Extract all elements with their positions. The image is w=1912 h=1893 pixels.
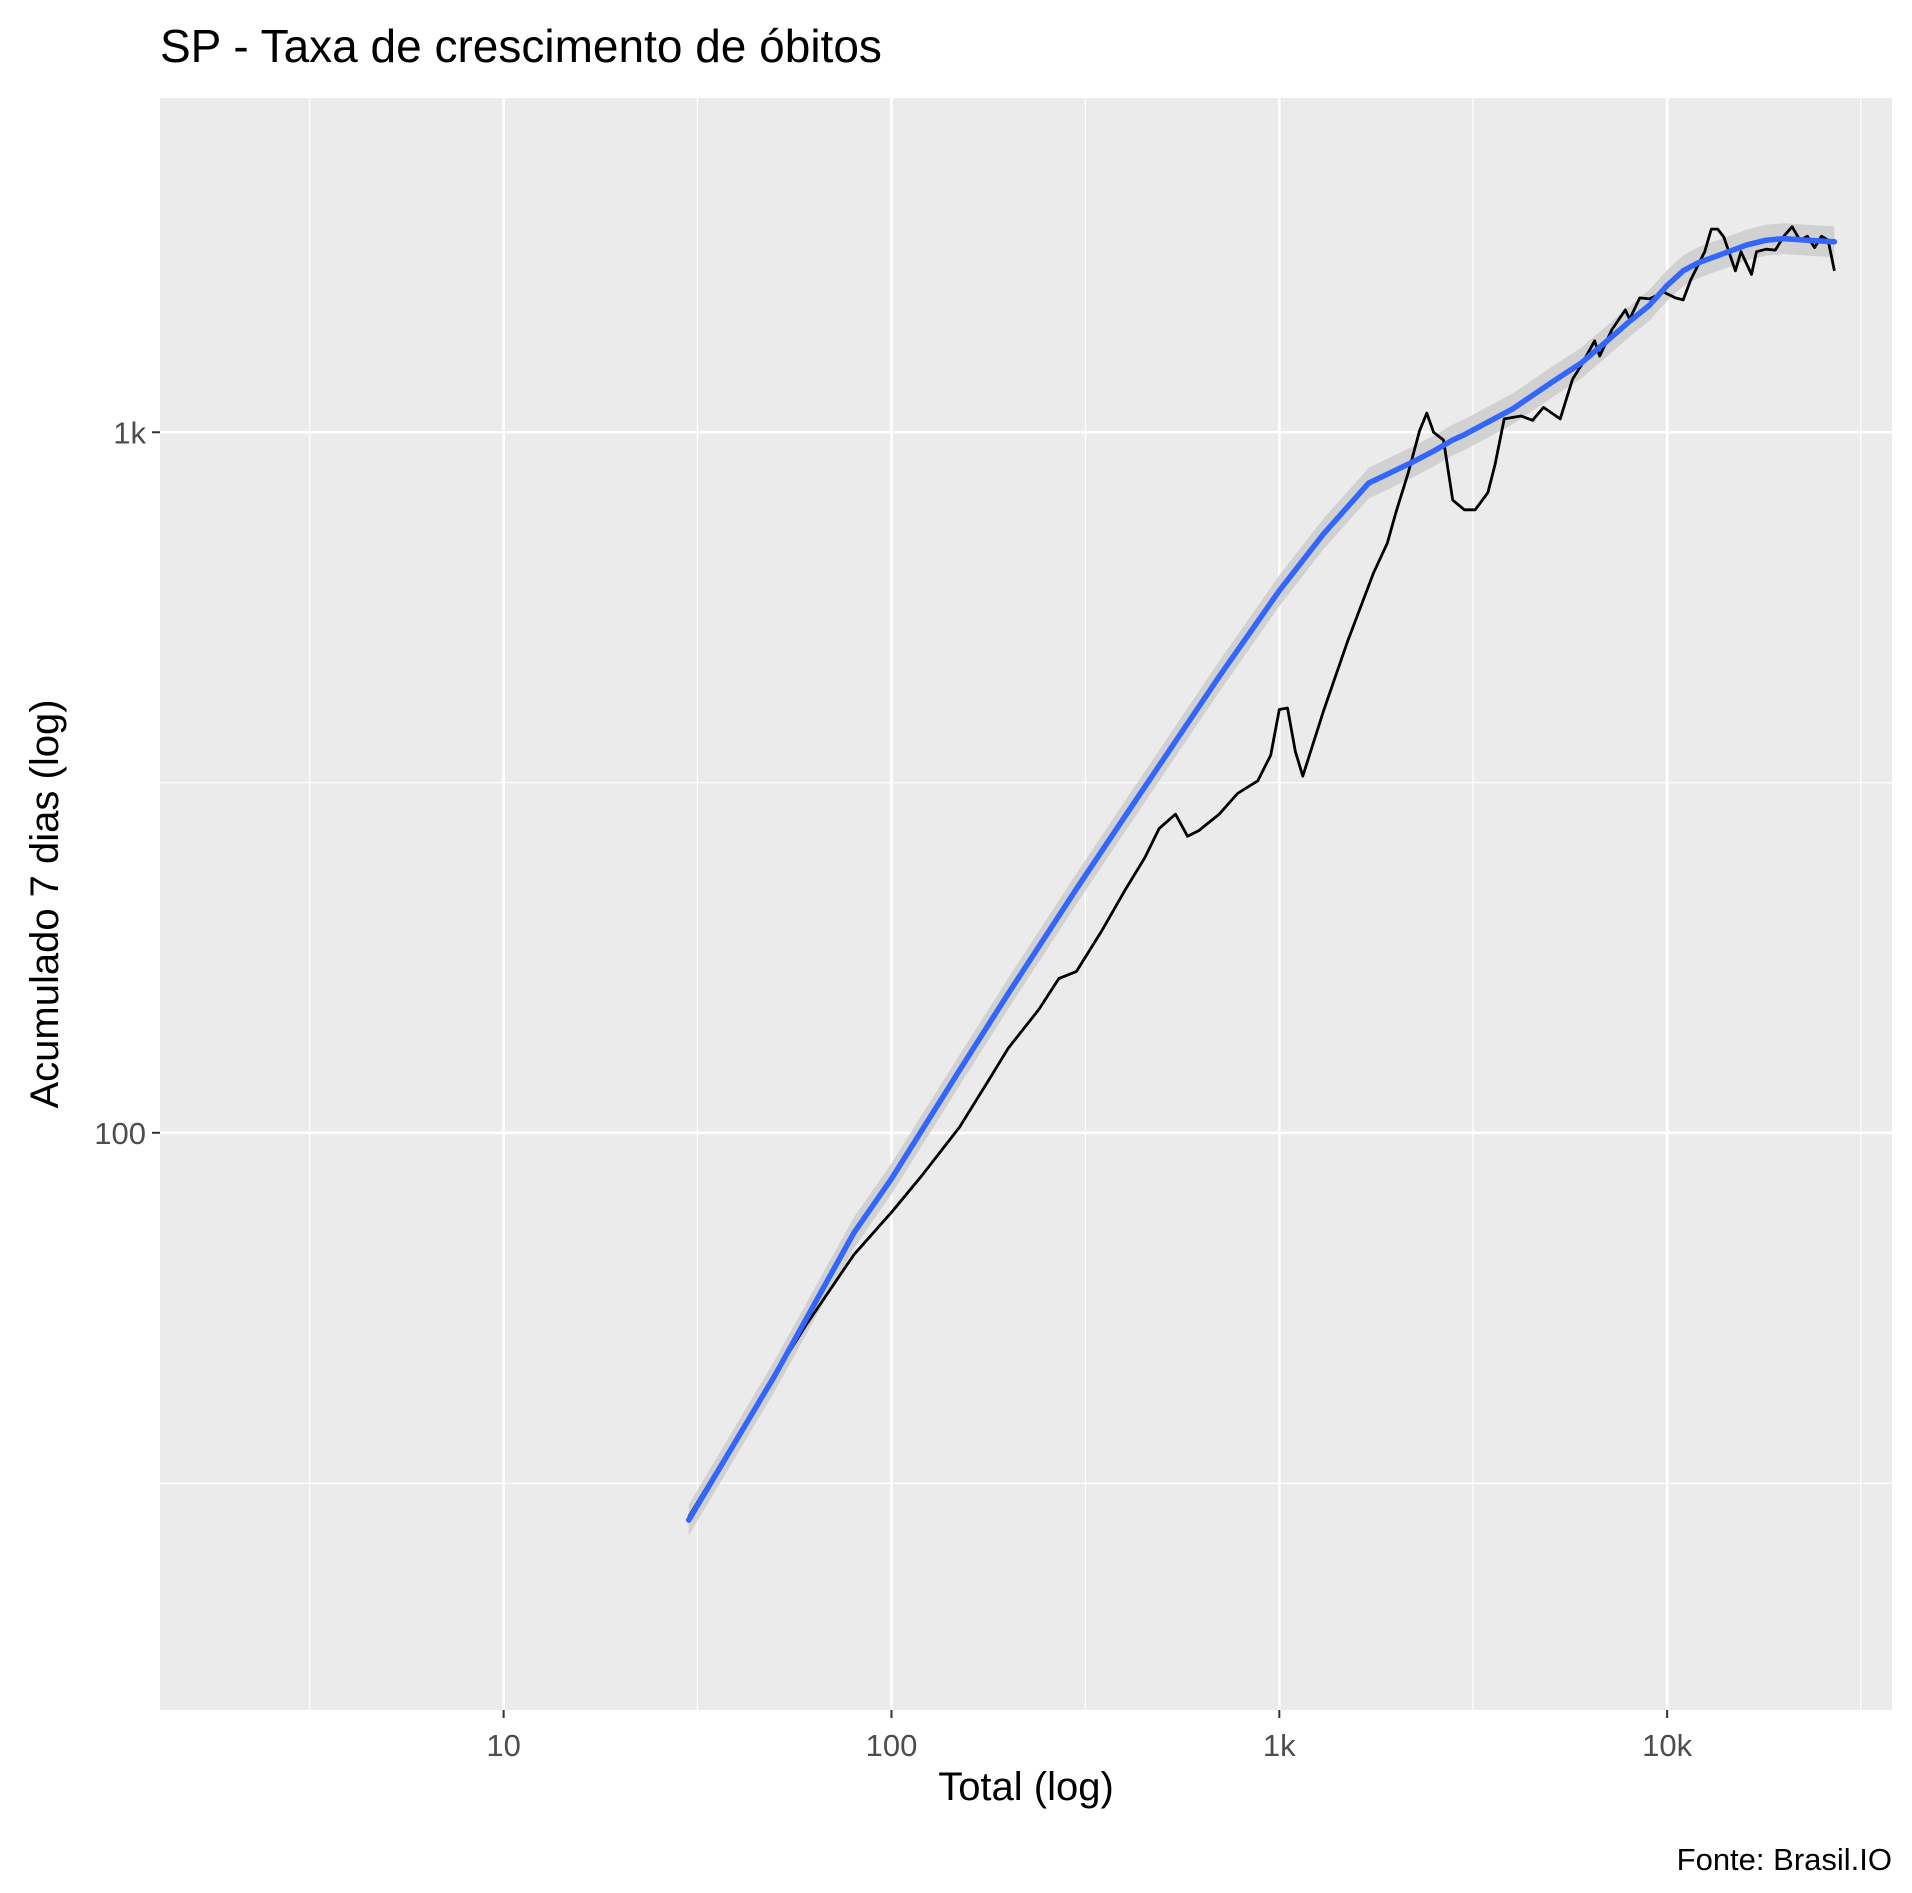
plot-panel [160, 98, 1892, 1710]
source-caption: Fonte: Brasil.IO [1677, 1842, 1892, 1877]
minor-gridlines [160, 98, 1892, 1710]
x-axis-title: Total (log) [938, 1765, 1114, 1809]
observed-series-line [687, 225, 1836, 1518]
major-gridlines [160, 98, 1892, 1710]
axis-ticks: 10 100 1k 10k 100 1k [94, 415, 1692, 1763]
x-tick-label: 1k [1263, 1728, 1296, 1763]
y-axis-title: Acumulado 7 dias (log) [23, 699, 67, 1108]
series-layer [685, 225, 1838, 1523]
chart-title: SP - Taxa de crescimento de óbitos [160, 20, 882, 72]
y-tick-label: 1k [113, 415, 146, 450]
x-tick-label: 10k [1642, 1728, 1692, 1763]
y-tick-label: 100 [94, 1116, 146, 1151]
x-tick-label: 10 [486, 1728, 520, 1763]
x-tick-label: 100 [866, 1728, 918, 1763]
smooth-trend-line [685, 235, 1838, 1523]
